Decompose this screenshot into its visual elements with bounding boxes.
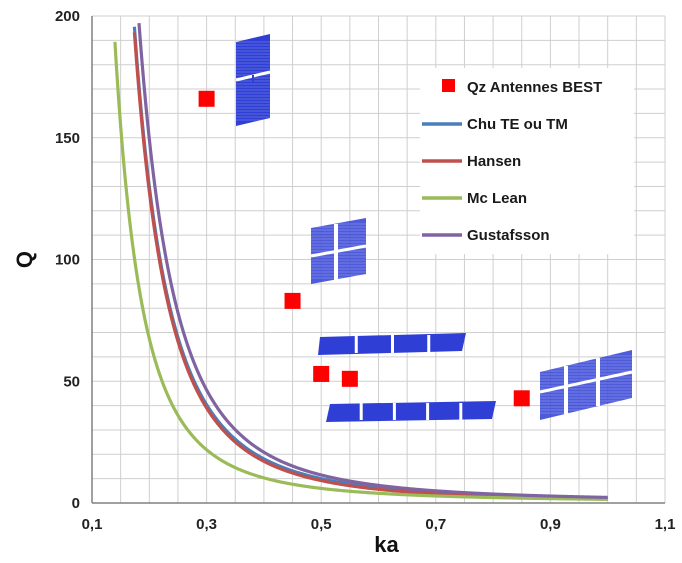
antenna-5-image [539, 350, 633, 420]
x-tick-label: 1,1 [655, 516, 676, 533]
data-marker [284, 292, 301, 309]
x-tick-label: 0,9 [540, 516, 561, 533]
antenna-1-image [235, 34, 271, 126]
y-tick-label: 0 [72, 495, 80, 512]
y-tick-label: 150 [55, 130, 80, 147]
x-tick-label: 0,7 [425, 516, 446, 533]
axes [91, 16, 665, 504]
x-tick-label: 0,3 [196, 516, 217, 533]
y-tick-label: 200 [55, 8, 80, 25]
y-tick-label: 100 [55, 252, 80, 269]
data-marker [313, 365, 330, 382]
y-tick-label: 50 [63, 373, 80, 390]
x-tick-label: 0,1 [82, 516, 103, 533]
curves [113, 22, 609, 501]
y-axis-label: Q [12, 251, 37, 268]
y-tick-labels: 0 50 100 150 200 [55, 8, 80, 512]
legend-entry-label: Gustafsson [467, 227, 550, 244]
legend-entry-label: Mc Lean [467, 190, 527, 207]
legend-entry-label: Hansen [467, 153, 521, 170]
antenna-3-image [318, 333, 466, 355]
antenna-images [235, 34, 633, 422]
data-marker [198, 90, 215, 107]
x-tick-label: 0,5 [311, 516, 332, 533]
legend-entry-label: Chu TE ou TM [467, 116, 568, 133]
legend: Qz Antennes BEST Chu TE ou TM Hansen Mc Lea… [420, 68, 634, 254]
legend-swatch [442, 79, 455, 92]
series-line-gustafsson [137, 22, 609, 499]
data-marker [341, 370, 358, 387]
legend-entry-label: Qz Antennes BEST [467, 79, 602, 96]
antenna-4-image [326, 401, 496, 422]
data-markers [198, 90, 530, 407]
x-axis-label: ka [374, 532, 399, 557]
antenna-2-image [310, 218, 367, 284]
data-marker [513, 390, 530, 407]
x-tick-labels: 0,1 0,3 0,5 0,7 0,9 1,1 [82, 516, 676, 533]
series-line-mclean [113, 41, 609, 501]
